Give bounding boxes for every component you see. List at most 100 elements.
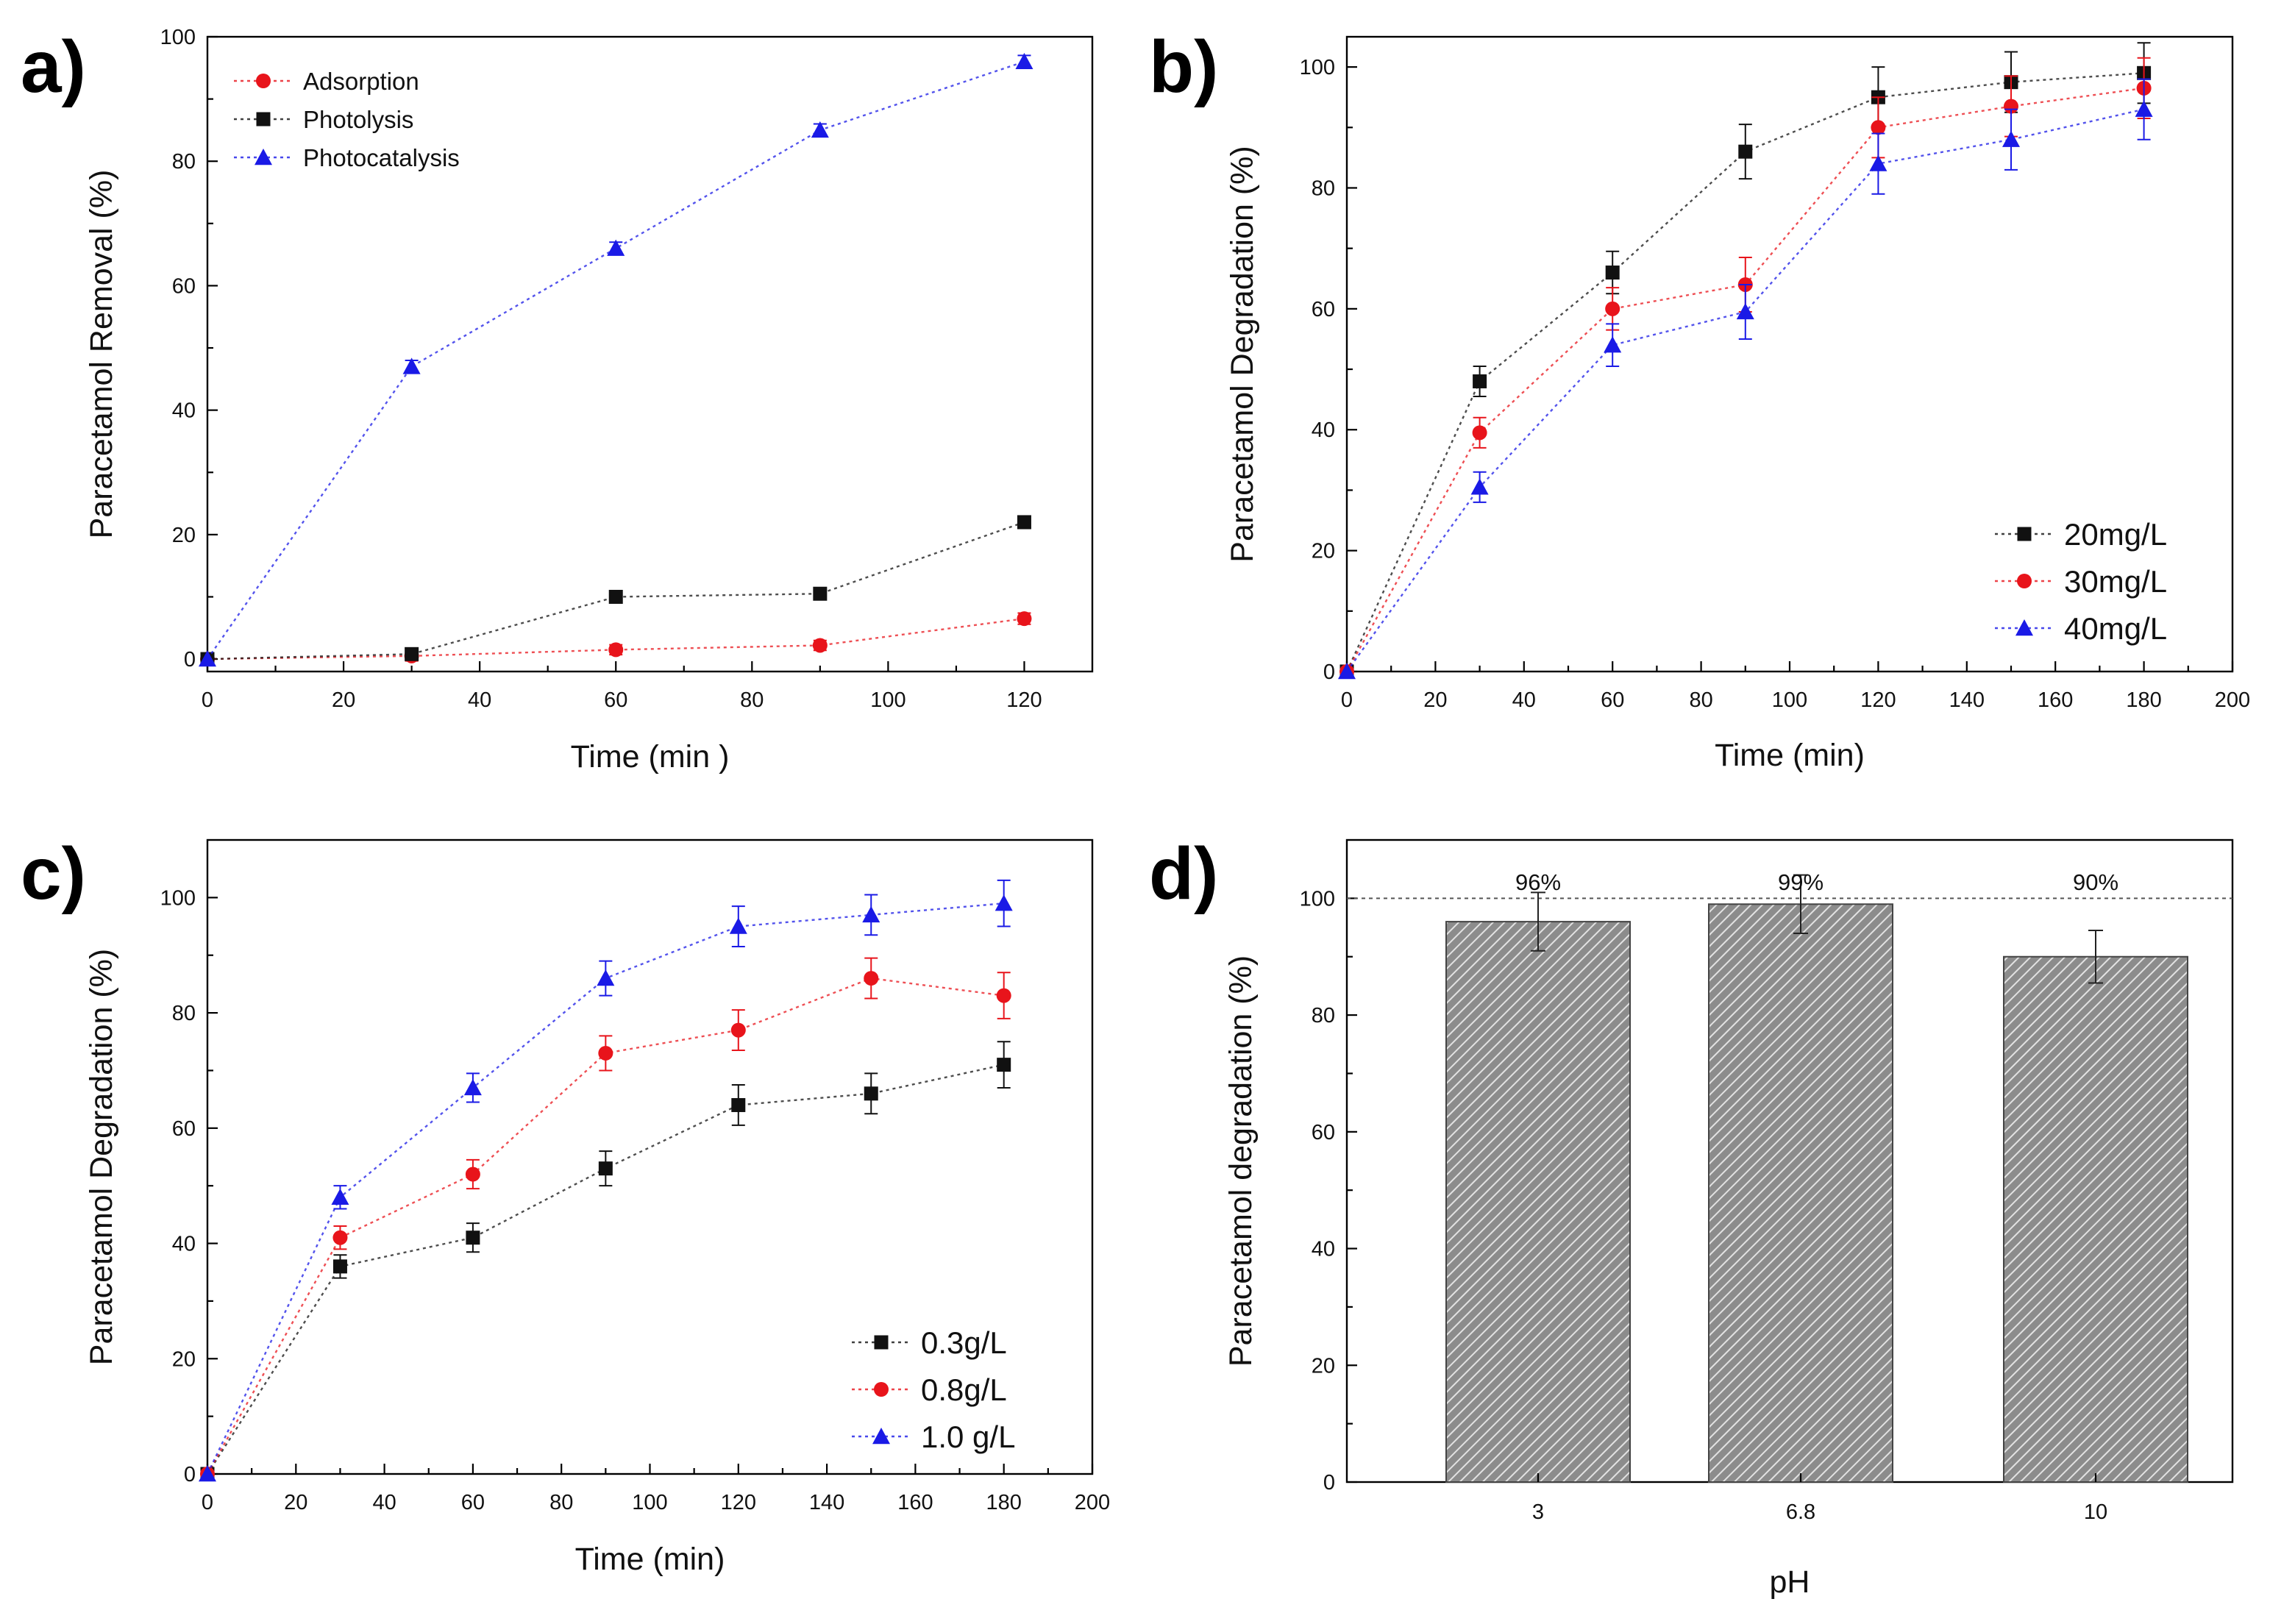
data-point bbox=[1470, 478, 1489, 495]
series-40mg-l bbox=[1338, 78, 2153, 680]
data-point bbox=[608, 642, 624, 658]
panel-c-letter: c) bbox=[21, 833, 86, 915]
x-tick-label: 20 bbox=[1423, 688, 1447, 712]
plot-frame bbox=[206, 35, 1094, 673]
legend-marker bbox=[256, 74, 271, 88]
x-tick-label: 100 bbox=[1772, 688, 1807, 712]
series-photocatalysis bbox=[199, 52, 1033, 667]
data-point bbox=[731, 1097, 746, 1112]
legend-marker bbox=[874, 1335, 889, 1350]
y-tick-label: 40 bbox=[1312, 419, 1335, 442]
data-point bbox=[332, 1259, 347, 1274]
x-tick-label: 10 bbox=[2084, 1500, 2107, 1524]
series-20mg-l bbox=[1339, 42, 2152, 679]
x-tick-label: 200 bbox=[1075, 1491, 1110, 1514]
y-tick-label: 60 bbox=[1312, 1121, 1335, 1144]
x-tick-label: 80 bbox=[740, 688, 764, 712]
data-point bbox=[402, 357, 421, 374]
y-tick-label: 0 bbox=[184, 1463, 196, 1486]
data-point bbox=[997, 1058, 1011, 1072]
x-tick-label: 120 bbox=[1006, 688, 1042, 712]
data-point bbox=[465, 1167, 480, 1182]
bar bbox=[2003, 955, 2188, 1483]
data-point bbox=[996, 988, 1011, 1003]
legend-label: Photolysis bbox=[303, 106, 413, 133]
x-tick-label: 160 bbox=[2038, 688, 2073, 712]
bar-value-label: 96% bbox=[1515, 869, 1561, 895]
legend-label: 0.8g/L bbox=[921, 1372, 1007, 1407]
data-point bbox=[598, 1045, 613, 1061]
data-point bbox=[729, 917, 747, 934]
x-tick-label: 100 bbox=[870, 688, 905, 712]
data-point bbox=[597, 969, 615, 986]
series-0-3g-l bbox=[200, 1041, 1011, 1481]
data-point bbox=[1605, 301, 1620, 316]
y-tick-label: 20 bbox=[172, 524, 196, 547]
data-point bbox=[331, 1188, 349, 1205]
data-point bbox=[811, 121, 829, 138]
legend-marker bbox=[874, 1382, 889, 1397]
data-point bbox=[1472, 425, 1487, 441]
data-point bbox=[812, 638, 828, 653]
x-tick-label: 6.8 bbox=[1786, 1500, 1815, 1524]
x-tick-label: 160 bbox=[897, 1491, 933, 1514]
y-tick-label: 60 bbox=[172, 1117, 196, 1141]
y-tick-label: 60 bbox=[172, 274, 196, 298]
data-point bbox=[1869, 154, 1887, 171]
series-1-0-g-l bbox=[199, 879, 1013, 1482]
bar-value-label: 90% bbox=[2073, 869, 2118, 895]
x-tick-label: 40 bbox=[372, 1491, 396, 1514]
y-tick-label: 40 bbox=[172, 1233, 196, 1256]
x-axis-title: Time (min) bbox=[1715, 738, 1865, 773]
panel-c-chart: 0 20 40 60 80 100 0 20 40 60 80 100 120 140 160 180 200 T… bbox=[84, 838, 1110, 1577]
x-axis-title: pH bbox=[1770, 1564, 1810, 1600]
y-tick-label: 60 bbox=[1312, 298, 1335, 321]
data-point bbox=[995, 894, 1013, 911]
y-tick-label: 40 bbox=[1312, 1238, 1335, 1261]
data-point bbox=[1605, 266, 1620, 280]
data-point bbox=[598, 1161, 613, 1176]
data-point bbox=[1338, 663, 1356, 680]
legend-label: Adsorption bbox=[303, 68, 419, 95]
y-tick-label: 80 bbox=[172, 1002, 196, 1025]
data-point bbox=[1738, 144, 1753, 159]
y-tick-label: 40 bbox=[172, 399, 196, 423]
y-axis-title: Paracetamol Removal (%) bbox=[84, 170, 119, 539]
y-tick-label: 100 bbox=[1300, 56, 1335, 79]
data-point bbox=[2135, 100, 2153, 117]
data-point bbox=[199, 650, 216, 667]
y-tick-label: 100 bbox=[160, 886, 196, 910]
legend: 0.3g/L 0.8g/L 1.0 g/L bbox=[852, 1325, 1015, 1454]
y-tick-label: 80 bbox=[172, 150, 196, 174]
x-tick-label: 60 bbox=[1601, 688, 1624, 712]
legend-marker bbox=[2017, 574, 2032, 588]
x-tick-label: 140 bbox=[809, 1491, 844, 1514]
x-tick-label: 180 bbox=[986, 1491, 1022, 1514]
x-axis-title: Time (min) bbox=[575, 1542, 725, 1577]
x-tick-label: 100 bbox=[632, 1491, 667, 1514]
x-tick-label: 3 bbox=[1532, 1500, 1544, 1524]
y-axis-title: Paracetamol Degradation (%) bbox=[84, 949, 119, 1365]
x-tick-label: 60 bbox=[461, 1491, 485, 1514]
legend-label: 0.3g/L bbox=[921, 1325, 1007, 1360]
legend-label: 20mg/L bbox=[2064, 517, 2167, 552]
data-point bbox=[466, 1231, 480, 1245]
bar bbox=[1445, 921, 1631, 1484]
data-point bbox=[1871, 120, 1886, 135]
legend-marker bbox=[872, 1428, 890, 1445]
y-tick-label: 100 bbox=[1300, 887, 1335, 911]
legend-marker bbox=[255, 149, 272, 165]
data-point bbox=[1604, 336, 1622, 353]
y-tick-label: 80 bbox=[1312, 1004, 1335, 1028]
y-axis-title: Paracetamol degradation (%) bbox=[1223, 955, 1259, 1367]
data-point bbox=[813, 586, 828, 601]
data-point bbox=[1017, 611, 1032, 627]
series-adsorption bbox=[200, 611, 1032, 667]
panel-b-chart: 0 20 40 60 80 100 0 20 40 60 80 100 120 140 160 180 200 T… bbox=[1225, 35, 2250, 773]
series-line bbox=[206, 1064, 1004, 1475]
x-tick-label: 40 bbox=[1512, 688, 1536, 712]
panel-b-letter: b) bbox=[1149, 26, 1218, 108]
y-tick-label: 80 bbox=[1312, 177, 1335, 200]
data-point bbox=[199, 1465, 216, 1482]
